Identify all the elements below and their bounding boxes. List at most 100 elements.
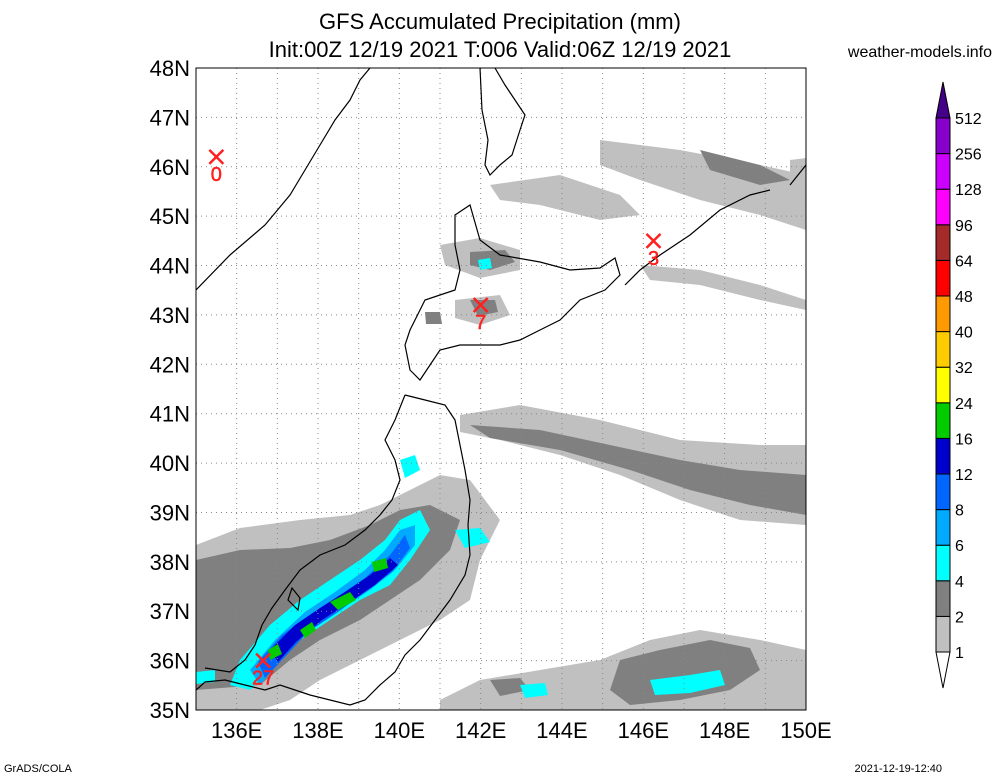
precip-area-16mm bbox=[330, 592, 356, 610]
precip-shading bbox=[196, 140, 806, 710]
colorbar-label: 96 bbox=[955, 218, 973, 235]
lat-label: 41N bbox=[150, 402, 190, 427]
colorbar-label: 4 bbox=[955, 574, 964, 591]
lon-label: 142E bbox=[455, 718, 506, 743]
colorbar-swatch bbox=[935, 331, 951, 368]
colorbar-label: 12 bbox=[955, 467, 973, 484]
precip-area-4mm bbox=[400, 455, 420, 478]
lat-label: 36N bbox=[150, 649, 190, 674]
lon-label: 144E bbox=[536, 718, 587, 743]
colorbar-label: 16 bbox=[955, 431, 973, 448]
colorbar-label: 24 bbox=[955, 396, 973, 413]
precip-area-2mm bbox=[470, 425, 806, 515]
footer-timestamp: 2021-12-19-12:40 bbox=[854, 763, 942, 775]
station-x-icon bbox=[472, 297, 489, 313]
colorbar-label: 32 bbox=[955, 360, 973, 377]
colorbar-swatch bbox=[935, 366, 951, 404]
colorbar-swatch bbox=[935, 402, 951, 439]
precip-area-1mm bbox=[640, 265, 806, 310]
precip-area-4mm bbox=[196, 670, 215, 684]
precip-area-2mm bbox=[196, 605, 230, 665]
sado-coastline bbox=[287, 586, 301, 612]
precip-area-4mm bbox=[520, 683, 548, 698]
precip-area-12mm bbox=[270, 558, 398, 662]
precip-area-2mm bbox=[490, 678, 530, 696]
colorbar-swatch bbox=[935, 509, 951, 546]
lon-label: 146E bbox=[618, 718, 669, 743]
station-value: 0 bbox=[211, 164, 222, 186]
coastlines bbox=[196, 68, 806, 706]
site-credit: weather-models.info bbox=[847, 44, 992, 61]
station-markers: 0 3 7 27 bbox=[208, 149, 662, 690]
footer-software: GrADS/COLA bbox=[4, 763, 72, 775]
hokkaido-coastline bbox=[404, 204, 621, 381]
colorbar-swatch bbox=[935, 437, 951, 475]
lon-label: 140E bbox=[374, 718, 425, 743]
lat-label: 48N bbox=[150, 56, 190, 81]
station-x-icon bbox=[645, 232, 662, 249]
precip-area-4mm bbox=[478, 258, 492, 270]
colorbar-swatch bbox=[935, 224, 951, 261]
colorbar-low-triangle bbox=[935, 651, 951, 689]
precip-area-4mm bbox=[650, 670, 725, 695]
lat-label: 37N bbox=[150, 599, 190, 624]
precip-area-16mm bbox=[300, 622, 316, 638]
colorbar-swatch bbox=[935, 473, 951, 511]
sakhalin-coastline bbox=[479, 68, 526, 177]
station-marker: 27 bbox=[252, 652, 274, 690]
precip-area-4mm bbox=[455, 528, 490, 548]
lat-lon-grid bbox=[196, 68, 806, 710]
colorbar-label: 2 bbox=[955, 609, 964, 626]
colorbar-swatch bbox=[935, 295, 951, 333]
lat-label: 42N bbox=[150, 352, 190, 377]
colorbar-label: 128 bbox=[955, 182, 982, 199]
lon-label: 138E bbox=[292, 718, 343, 743]
station-marker: 0 bbox=[208, 149, 225, 186]
station-value: 27 bbox=[252, 668, 274, 690]
colorbar-swatch bbox=[935, 188, 951, 226]
lat-label: 43N bbox=[150, 303, 190, 328]
precip-area-2mm bbox=[700, 150, 790, 185]
lat-label: 38N bbox=[150, 550, 190, 575]
colorbar-swatch bbox=[935, 615, 951, 653]
colorbar-high-triangle bbox=[935, 81, 951, 119]
station-value: 7 bbox=[475, 312, 486, 334]
kuril-coastline bbox=[624, 164, 806, 286]
colorbar-swatch bbox=[935, 117, 951, 155]
lat-label: 46N bbox=[150, 155, 190, 180]
lat-label: 39N bbox=[150, 500, 190, 525]
colorbar-label: 64 bbox=[955, 253, 973, 270]
lat-label: 35N bbox=[150, 698, 190, 723]
latitude-labels: 48N 47N 46N 45N 44N 43N 42N 41N 40N 39N 38N 37N 36N 3… bbox=[150, 56, 190, 723]
lon-label: 148E bbox=[699, 718, 750, 743]
colorbar-label: 40 bbox=[955, 325, 973, 342]
station-marker: 7 bbox=[472, 297, 489, 334]
map-subtitle: Init:00Z 12/19 2021 T:006 Valid:06Z 12/1… bbox=[268, 37, 732, 62]
precip-area-2mm bbox=[610, 640, 760, 705]
lon-label: 150E bbox=[780, 718, 831, 743]
station-x-icon bbox=[255, 652, 271, 669]
precip-area-1mm bbox=[490, 175, 640, 220]
colorbar-label: 256 bbox=[955, 147, 982, 164]
colorbar-swatch bbox=[935, 259, 951, 297]
colorbar-label: 512 bbox=[955, 111, 982, 128]
colorbar-label: 48 bbox=[955, 289, 973, 306]
colorbar-label: 1 bbox=[955, 645, 964, 662]
colorbar-label: 6 bbox=[955, 538, 964, 555]
lat-label: 45N bbox=[150, 204, 190, 229]
honshu-coastline bbox=[196, 394, 471, 706]
colorbar-swatch bbox=[935, 153, 951, 190]
station-marker: 3 bbox=[645, 232, 662, 270]
map-frame bbox=[195, 67, 807, 711]
colorbar-swatch bbox=[935, 580, 951, 617]
asia-coastline bbox=[196, 68, 371, 291]
map-title: GFS Accumulated Precipitation (mm) bbox=[319, 9, 681, 34]
colorbar-label: 8 bbox=[955, 503, 964, 520]
precip-area-1mm bbox=[600, 140, 806, 230]
lat-label: 44N bbox=[150, 254, 190, 279]
station-x-icon bbox=[208, 149, 225, 165]
lat-label: 40N bbox=[150, 451, 190, 476]
lon-label: 136E bbox=[211, 718, 262, 743]
